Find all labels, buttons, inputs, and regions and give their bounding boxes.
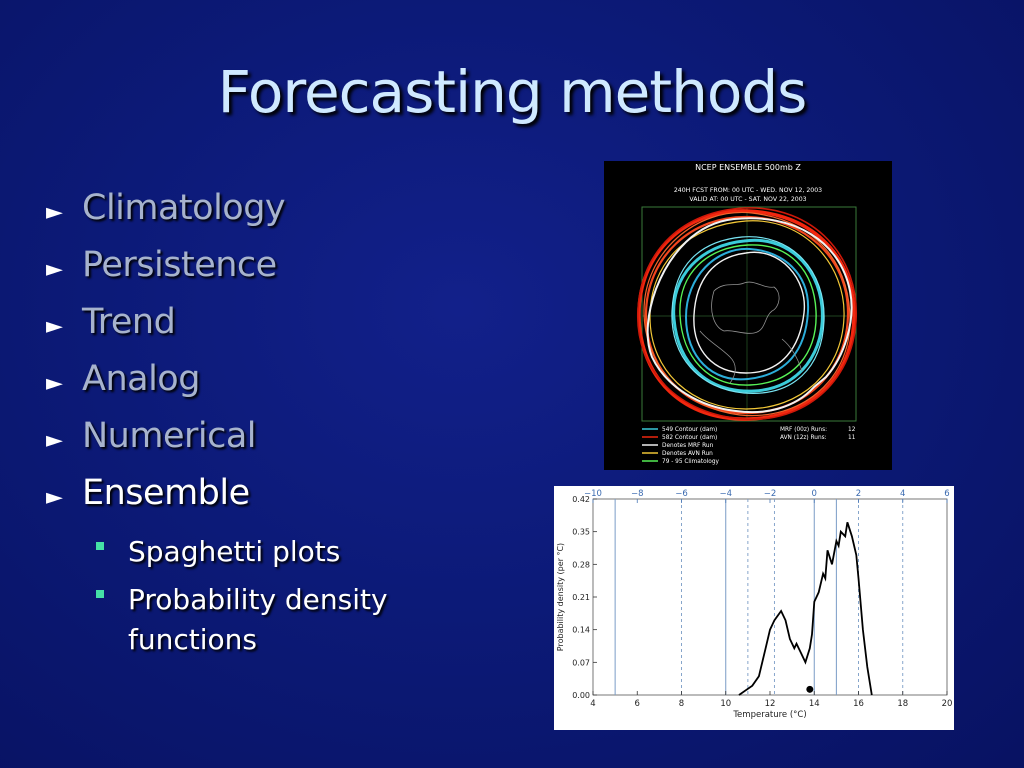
- coastline: [781, 338, 803, 372]
- arrow-bullet-icon: ►: [46, 314, 63, 339]
- cyan-contour: [684, 247, 810, 381]
- top-tick-label: −8: [631, 489, 644, 499]
- x-tick-label: 18: [897, 699, 908, 709]
- sub-bullet-list: Spaghetti plots Probability density func…: [96, 532, 428, 668]
- x-tick-label: 8: [679, 699, 684, 709]
- x-tick-label: 20: [942, 699, 953, 709]
- white-contour: [693, 251, 806, 374]
- x-tick-label: 14: [809, 699, 820, 709]
- spaghetti-plot-image: NCEP ENSEMBLE 500mb Z 240H FCST FROM: 00…: [604, 161, 892, 470]
- y-tick-label: 0.07: [572, 658, 590, 667]
- sub-bullet-pdf: Probability density functions: [96, 580, 428, 660]
- spaghetti-legend: 549 Contour (dam) 582 Contour (dam) Deno…: [642, 427, 856, 465]
- green-contour: [679, 244, 817, 386]
- x-tick-label: 4: [590, 699, 595, 709]
- spaghetti-fcst-line: 240H FCST FROM: 00 UTC - WED. NOV 12, 20…: [674, 187, 822, 194]
- mrf-runs-label: MRF (00z) Runs:: [780, 427, 827, 433]
- top-tick-label: 6: [944, 489, 949, 499]
- svg-text:79 - 95 Climatology: 79 - 95 Climatology: [662, 459, 719, 465]
- mrf-runs-value: 12: [848, 427, 856, 433]
- spaghetti-contours: [637, 207, 857, 421]
- x-axis-label: Temperature (°C): [732, 710, 806, 720]
- y-tick-label: 0.28: [572, 560, 590, 569]
- spaghetti-valid-line: VALID AT: 00 UTC - SAT. NOV 22, 2003: [689, 196, 806, 203]
- svg-text:Denotes AVN Run: Denotes AVN Run: [662, 451, 713, 457]
- sub-bullet-spaghetti-plots: Spaghetti plots: [96, 532, 428, 572]
- top-tick-label: −10: [584, 489, 602, 499]
- y-tick-label: 0.21: [572, 593, 590, 602]
- svg-text:Denotes MRF Run: Denotes MRF Run: [662, 443, 714, 449]
- red-contour: [637, 207, 857, 420]
- x-tick-label: 6: [635, 699, 640, 709]
- legend-item-582: 582 Contour (dam): [642, 435, 717, 441]
- avn-runs-label: AVN (12z) Runs:: [780, 435, 827, 441]
- pdf-chart: 4 6 8 10 12 14 16 18 20 0.00 0.07 0.14 0.21 0.28 0.35…: [554, 486, 954, 730]
- legend-item-avn: Denotes AVN Run: [642, 451, 713, 457]
- cyan-contour: [671, 236, 825, 394]
- legend-item-mrf: Denotes MRF Run: [642, 443, 714, 449]
- yellow-contour: [649, 220, 845, 410]
- top-tick-label: 0: [812, 489, 817, 499]
- observed-marker: [806, 685, 814, 693]
- y-tick-label: 0.42: [572, 495, 590, 504]
- y-tick-label: 0.00: [572, 691, 590, 700]
- slide-title: Forecasting methods: [217, 58, 808, 126]
- plot-frame: [592, 498, 948, 696]
- pdf-curve: [738, 522, 873, 696]
- coastline: [711, 281, 780, 334]
- x-tick-label: 10: [720, 699, 731, 709]
- arrow-bullet-icon: ►: [46, 485, 63, 510]
- white-contour: [646, 217, 853, 414]
- arrow-bullet-icon: ►: [46, 428, 63, 453]
- arrow-bullet-icon: ►: [46, 200, 63, 225]
- legend-item-549: 549 Contour (dam): [642, 427, 717, 433]
- top-tick-label: −4: [719, 489, 732, 499]
- top-tick-label: 2: [856, 489, 861, 499]
- arrow-bullet-icon: ►: [46, 371, 63, 396]
- top-tick-label: 4: [900, 489, 905, 499]
- arrow-bullet-icon: ►: [46, 257, 63, 282]
- x-tick-label: 16: [853, 699, 864, 709]
- y-axis-label: Probability density (per °C): [556, 543, 565, 651]
- y-tick-label: 0.35: [572, 528, 590, 537]
- y-tick-label: 0.14: [572, 626, 590, 635]
- spaghetti-title: NCEP ENSEMBLE 500mb Z: [695, 163, 801, 172]
- svg-text:582 Contour (dam): 582 Contour (dam): [662, 435, 717, 441]
- red-contour: [643, 211, 851, 417]
- x-tick-label: 12: [765, 699, 776, 709]
- cyan-contour: [672, 238, 824, 393]
- square-bullet-icon: [96, 590, 104, 598]
- top-tick-label: −2: [764, 489, 777, 499]
- avn-runs-value: 11: [848, 435, 856, 441]
- square-bullet-icon: [96, 542, 104, 550]
- legend-item-climatology: 79 - 95 Climatology: [642, 459, 719, 465]
- top-tick-label: −6: [675, 489, 688, 499]
- svg-text:549 Contour (dam): 549 Contour (dam): [662, 427, 717, 433]
- coastline: [699, 330, 736, 384]
